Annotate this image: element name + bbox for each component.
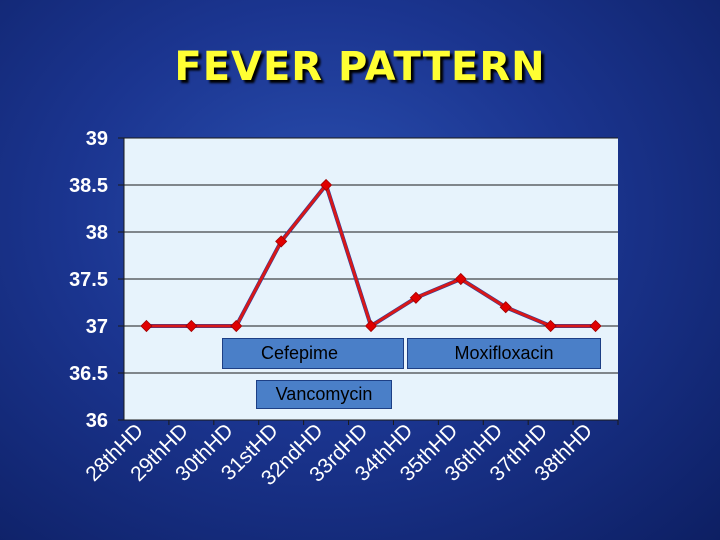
y-tick-label: 39 [86,128,108,150]
y-tick-label: 36 [86,410,108,432]
data-point-35thHD [454,272,467,286]
annotation-vancomycin: Vancomycin [256,380,392,409]
data-point-31stHD [275,235,288,248]
data-point-38thHD [589,319,602,333]
y-tick-label: 36.5 [69,363,108,385]
y-tick-label: 38.5 [69,175,108,197]
data-point-37thHD [544,319,557,333]
data-point-32ndHD [320,178,333,192]
x-axis-ticks: 28thHD29thHD30thHD31stHD32ndHD33rdHD34th… [81,419,619,490]
data-point-28thHD [140,319,153,333]
data-point-36thHD [499,301,512,314]
data-point-33rdHD [364,319,378,333]
data-point-30thHD [230,319,243,333]
series-temperature [140,178,602,333]
y-axis-ticks: 36 36.5 37 37.5 38 38.5 39 [69,128,108,432]
y-tick-label: 38 [86,222,108,244]
y-tick-label: 37 [86,316,108,338]
data-point-34thHD [409,291,422,304]
slide-title: FEVER PATTERN [174,44,546,90]
annotation-cefepime: Cefepime [222,338,404,369]
y-tick-label: 37.5 [69,269,108,291]
annotation-moxifloxacin: Moxifloxacin [407,338,601,369]
data-point-29thHD [185,319,198,333]
